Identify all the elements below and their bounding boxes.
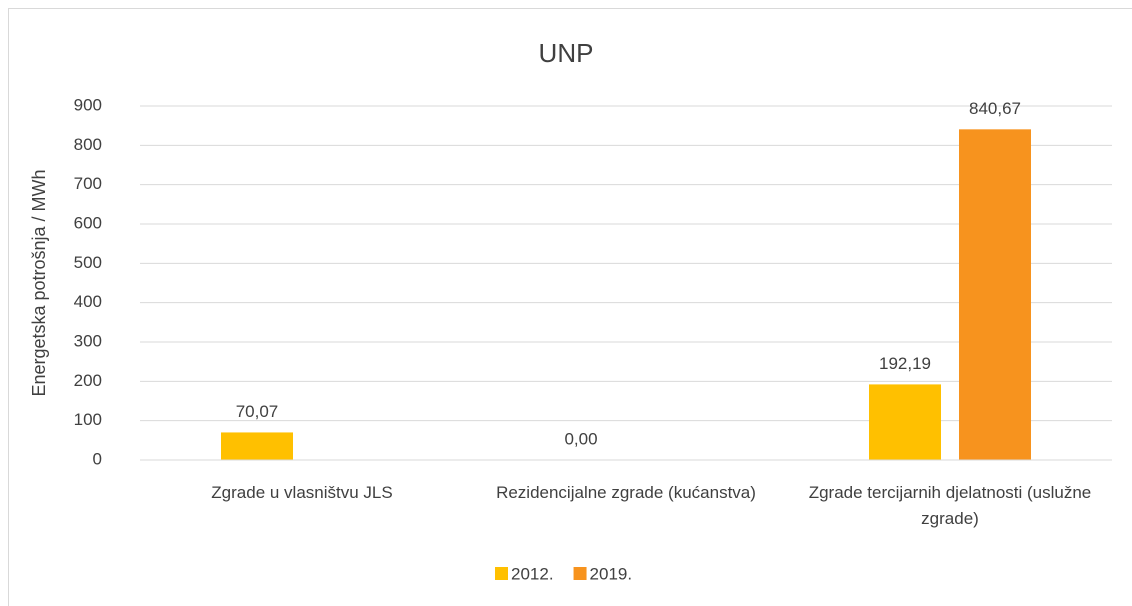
- y-tick-label: 900: [74, 95, 102, 114]
- y-tick-label: 300: [74, 331, 102, 350]
- bar: [959, 129, 1031, 460]
- legend-label: 2019.: [590, 564, 633, 583]
- y-tick-label: 800: [74, 135, 102, 154]
- bar: [221, 432, 293, 460]
- x-tick-label: Zgrade u vlasništvu JLS: [211, 483, 393, 502]
- data-label: 70,07: [236, 402, 279, 421]
- y-tick-label: 100: [74, 410, 102, 429]
- chart-title: UNP: [539, 38, 594, 68]
- data-label: 840,67: [969, 99, 1021, 118]
- x-tick-label: Rezidencijalne zgrade (kućanstva): [496, 483, 756, 502]
- x-tick-label: Zgrade tercijarnih djelatnosti (uslužne …: [808, 483, 1092, 528]
- y-tick-label: 700: [74, 174, 102, 193]
- y-tick-label: 400: [74, 292, 102, 311]
- bar: [869, 384, 941, 460]
- y-axis-label: Energetska potrošnja / MWh: [29, 169, 49, 396]
- legend-swatch: [573, 567, 587, 580]
- y-tick-label: 600: [74, 213, 102, 232]
- y-tick-label: 200: [74, 371, 102, 390]
- chart-border: [8, 8, 1132, 606]
- legend-swatch: [495, 567, 508, 580]
- data-label: 192,19: [879, 354, 931, 373]
- legend-label: 2012.: [511, 564, 554, 583]
- data-label: 0,00: [564, 429, 597, 448]
- y-tick-label: 0: [93, 449, 102, 468]
- y-tick-label: 500: [74, 253, 102, 272]
